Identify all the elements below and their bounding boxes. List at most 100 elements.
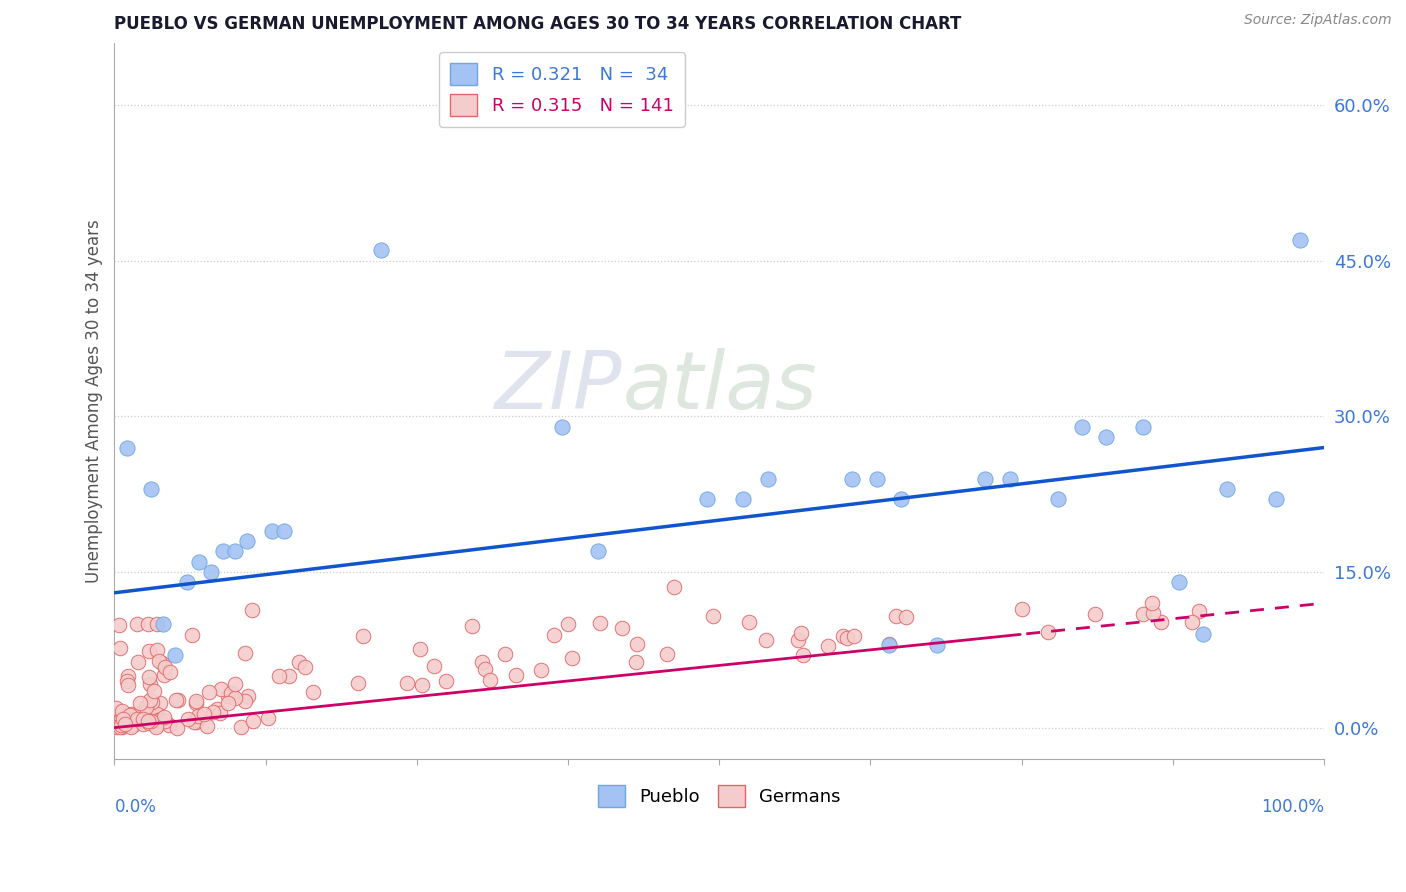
Point [141, 695, 163, 709]
Point [117, 710, 139, 724]
Point [111, 704, 134, 718]
Point [136, 616, 159, 631]
Point [1216, 482, 1239, 496]
Point [832, 629, 855, 643]
Point [165, 692, 187, 706]
Point [212, 544, 235, 558]
Point [471, 656, 494, 670]
Point [817, 640, 839, 654]
Point [278, 669, 301, 683]
Point [370, 244, 392, 258]
Point [551, 419, 574, 434]
Point [184, 696, 207, 710]
Point [153, 714, 176, 728]
Point [273, 524, 295, 538]
Point [479, 673, 502, 687]
Point [150, 656, 173, 670]
Point [294, 659, 316, 673]
Point [105, 720, 128, 734]
Point [260, 524, 283, 538]
Point [131, 706, 153, 720]
Point [998, 472, 1021, 486]
Point [217, 689, 239, 703]
Point [139, 677, 162, 691]
Point [655, 647, 678, 661]
Point [152, 616, 174, 631]
Point [111, 712, 134, 726]
Point [115, 441, 138, 455]
Point [146, 706, 169, 721]
Point [352, 629, 374, 643]
Point [209, 681, 232, 696]
Point [236, 533, 259, 548]
Point [152, 709, 174, 723]
Text: Source: ZipAtlas.com: Source: ZipAtlas.com [1244, 13, 1392, 28]
Point [110, 718, 132, 732]
Point [461, 619, 484, 633]
Point [1084, 607, 1107, 621]
Point [974, 472, 997, 486]
Point [787, 632, 810, 647]
Point [132, 717, 155, 731]
Point [557, 617, 579, 632]
Legend: Pueblo, Germans: Pueblo, Germans [591, 778, 848, 814]
Point [129, 696, 152, 710]
Point [434, 674, 457, 689]
Point [1150, 615, 1173, 629]
Point [219, 686, 242, 700]
Point [589, 615, 612, 630]
Point [1095, 430, 1118, 444]
Point [201, 705, 224, 719]
Point [184, 713, 207, 727]
Point [702, 609, 724, 624]
Point [205, 702, 228, 716]
Point [610, 621, 633, 635]
Point [135, 700, 157, 714]
Point [662, 580, 685, 594]
Point [240, 603, 263, 617]
Point [1142, 606, 1164, 620]
Point [198, 685, 221, 699]
Y-axis label: Unemployment Among Ages 30 to 34 years: Unemployment Among Ages 30 to 34 years [86, 219, 103, 582]
Point [110, 713, 132, 727]
Point [138, 714, 160, 728]
Point [543, 628, 565, 642]
Point [409, 642, 432, 657]
Point [411, 678, 433, 692]
Point [148, 714, 170, 728]
Point [1132, 419, 1154, 434]
Point [790, 626, 813, 640]
Point [288, 655, 311, 669]
Point [181, 628, 204, 642]
Point [132, 712, 155, 726]
Point [148, 713, 170, 727]
Point [122, 708, 145, 723]
Point [1289, 233, 1312, 247]
Point [844, 629, 866, 643]
Point [1181, 615, 1204, 629]
Point [841, 472, 863, 486]
Point [157, 718, 180, 732]
Point [139, 714, 162, 728]
Point [561, 651, 583, 665]
Point [217, 696, 239, 710]
Point [195, 719, 218, 733]
Point [1132, 607, 1154, 621]
Point [152, 668, 174, 682]
Point [242, 714, 264, 728]
Point [877, 638, 900, 652]
Point [208, 706, 231, 721]
Point [474, 662, 496, 676]
Point [733, 492, 755, 507]
Point [184, 693, 207, 707]
Point [108, 618, 131, 632]
Point [146, 718, 169, 732]
Point [108, 720, 131, 734]
Point [1011, 601, 1033, 615]
Point [494, 648, 516, 662]
Point [111, 720, 134, 734]
Point [105, 701, 128, 715]
Point [114, 717, 136, 731]
Point [925, 638, 948, 652]
Point [755, 633, 778, 648]
